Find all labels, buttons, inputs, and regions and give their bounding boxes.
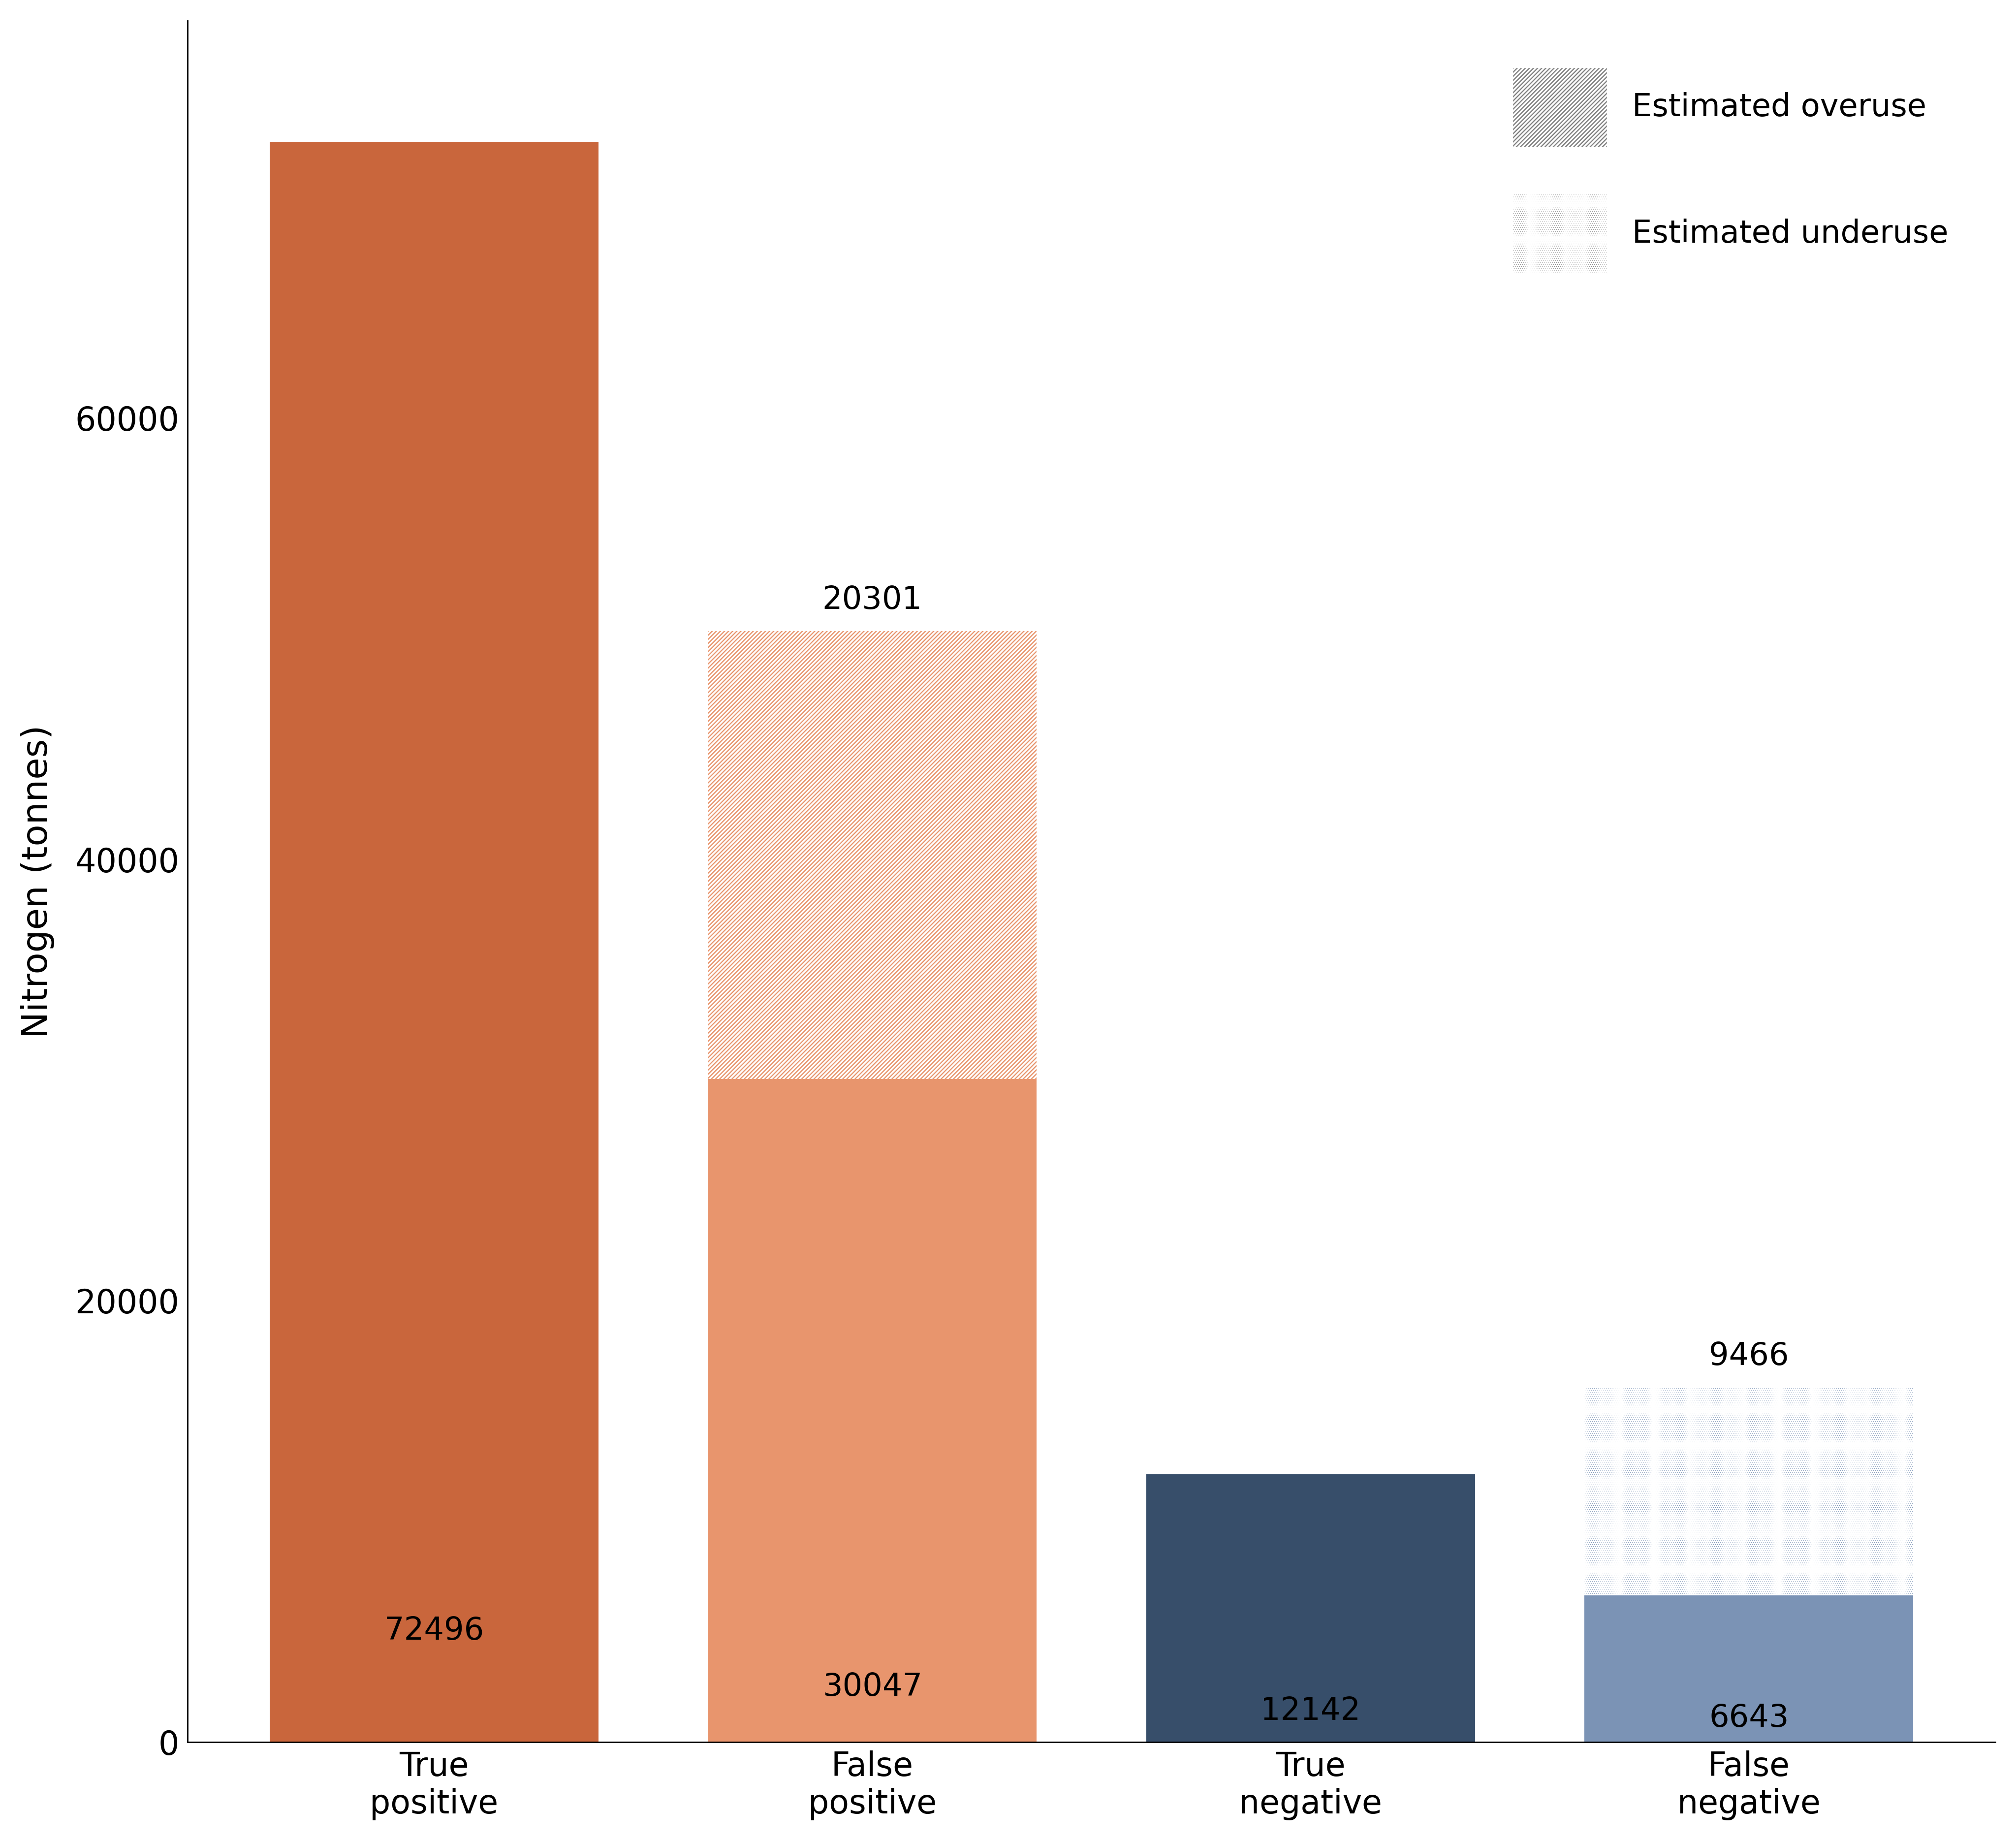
Y-axis label: Nitrogen (tonnes): Nitrogen (tonnes): [20, 725, 54, 1038]
Text: 12142: 12142: [1260, 1696, 1361, 1727]
Text: 30047: 30047: [823, 1672, 923, 1703]
Text: 6643: 6643: [1710, 1703, 1788, 1734]
Bar: [270, 142, 599, 1742]
Legend: Estimated overuse, Estimated underuse: Estimated overuse, Estimated underuse: [1482, 37, 1980, 306]
Bar: [1585, 1386, 1913, 1596]
Bar: [1585, 1596, 1913, 1742]
Text: 72496: 72496: [383, 1616, 484, 1646]
Text: 9466: 9466: [1710, 1340, 1788, 1372]
Bar: [1147, 1475, 1476, 1742]
Bar: [708, 631, 1036, 1079]
Text: 20301: 20301: [823, 585, 923, 615]
Bar: [708, 1079, 1036, 1742]
